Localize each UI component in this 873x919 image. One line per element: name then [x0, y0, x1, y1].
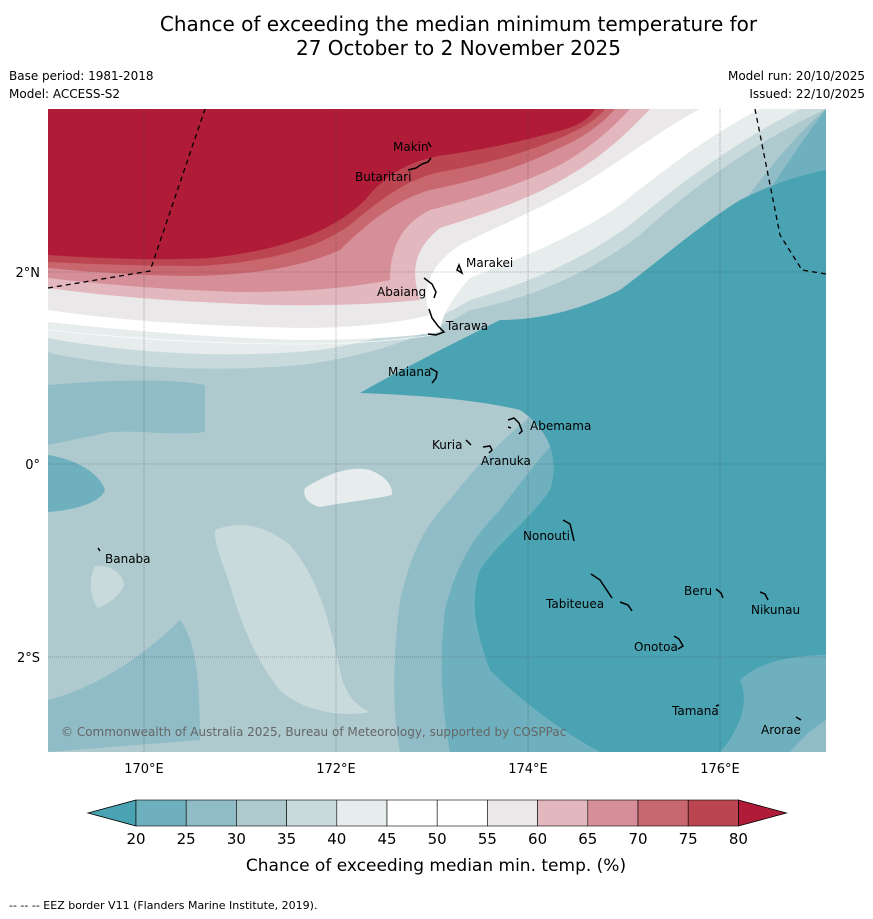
colorbar-tick-label: 45 — [377, 830, 396, 848]
place-label: Banaba — [105, 552, 151, 566]
place-label: Tabiteuea — [545, 597, 604, 611]
lat-label: 0° — [25, 458, 40, 473]
colorbar-segment — [386, 799, 438, 827]
island-butaritari — [407, 157, 432, 171]
island-maiana — [429, 367, 438, 384]
place-label: Tarawa — [445, 319, 488, 333]
colorbar-tick-label: 40 — [327, 830, 346, 848]
place-label: Makin — [393, 140, 429, 154]
footer-note: -- -- -- EEZ border V11 (Flanders Marine… — [9, 899, 318, 912]
model-name: Model: ACCESS-S2 — [9, 87, 121, 101]
place-label: Maiana — [388, 365, 431, 379]
island-aranuka — [482, 445, 493, 454]
island-nonouti — [562, 519, 575, 542]
model-run: Model run: 20/10/2025 — [727, 69, 865, 83]
band-below-20-east — [360, 170, 826, 752]
colorbar-tick-label: 75 — [679, 830, 698, 848]
probability-bands — [48, 109, 826, 752]
colorbar-tick-label: 20 — [126, 830, 145, 848]
island-tarawa — [427, 308, 446, 336]
island-beru — [715, 588, 724, 599]
place-label: Marakei — [466, 256, 513, 270]
colorbar-tick-label: 35 — [277, 830, 296, 848]
place-label: Abemama — [530, 419, 591, 433]
band-20-25-south-inset — [720, 655, 826, 752]
colorbar-tick-label: 30 — [227, 830, 246, 848]
place-label: Abaiang — [377, 285, 426, 299]
chart-title-line2: 27 October to 2 November 2025 — [295, 36, 622, 60]
colorbar-tick-label: 25 — [177, 830, 196, 848]
band-25-30-west — [48, 380, 205, 445]
island-makin — [427, 141, 432, 148]
band-40-45-patch — [304, 468, 393, 507]
colorbar-segment — [185, 799, 237, 827]
colorbar-tick-label: 70 — [628, 830, 647, 848]
colorbar-segment — [537, 799, 589, 827]
place-labels: Makin Butaritari Marakei Abaiang Tarawa … — [105, 140, 801, 737]
axis-labels: 170°E 172°E 174°E 176°E 2°N 0° 2°S — [16, 266, 740, 777]
place-label: Arorae — [761, 723, 801, 737]
meta-left: Base period: 1981-2018 Model: ACCESS-S2 — [9, 67, 154, 103]
place-label: Tamana — [671, 704, 719, 718]
band-above-80-north — [48, 109, 595, 260]
place-label: Butaritari — [355, 170, 412, 184]
island-onotoa — [673, 635, 685, 650]
issued-date: Issued: 22/10/2025 — [749, 87, 865, 101]
lon-label: 172°E — [316, 762, 356, 777]
colorbar-segment — [236, 799, 287, 827]
place-label: Onotoa — [634, 640, 678, 654]
place-label: Kuria — [432, 438, 463, 452]
lon-label: 176°E — [700, 762, 740, 777]
colorbar-tick-label: 65 — [578, 830, 597, 848]
colorbar-tick-label: 55 — [478, 830, 497, 848]
island-tabiteuea — [590, 573, 633, 612]
band-25-30-southeast — [790, 720, 826, 752]
colorbar-extend-low — [86, 799, 137, 827]
lon-label: 174°E — [508, 762, 548, 777]
colorbar-segment — [637, 799, 689, 827]
eez-border — [48, 109, 826, 289]
islands — [97, 141, 802, 721]
place-label: Beru — [684, 584, 712, 598]
colorbar-segment — [687, 799, 739, 827]
colorbar-tick-label: 60 — [528, 830, 547, 848]
colorbar-tick-label: 80 — [729, 830, 748, 848]
colorbar-tick-label: 50 — [428, 830, 447, 848]
lat-label: 2°N — [16, 266, 41, 281]
place-label: Aranuka — [481, 454, 531, 468]
graticule — [48, 109, 826, 752]
island-nikunau — [759, 591, 769, 601]
band-25-30-southwest — [48, 620, 200, 752]
lat-label: 2°S — [17, 651, 40, 666]
island-marakei — [456, 262, 464, 275]
colorbar-segment — [336, 799, 388, 827]
chart-title-line1: Chance of exceeding the median minimum t… — [159, 12, 758, 36]
colorbar-title: Chance of exceeding median min. temp. (%… — [246, 856, 626, 876]
band-35-40-lightpatch — [214, 525, 370, 714]
island-tamana — [715, 704, 720, 707]
colorbar: 20 25 30 35 40 45 50 55 60 65 70 75 80 — [86, 799, 788, 848]
colorbar-segment — [286, 799, 338, 827]
island-banaba — [97, 547, 101, 552]
colorbar-segment — [436, 799, 488, 827]
colorbar-segment — [587, 799, 639, 827]
island-abemama — [507, 417, 523, 435]
band-35-40-banaba — [90, 565, 124, 608]
meta-right: Model run: 20/10/2025 Issued: 22/10/2025 — [728, 67, 865, 103]
colorbar-segment — [487, 799, 538, 827]
island-arorae — [795, 716, 802, 721]
place-label: Nonouti — [523, 529, 570, 543]
lon-label: 170°E — [124, 762, 164, 777]
island-kuria — [465, 439, 472, 446]
copyright-notice: © Commonwealth of Australia 2025, Bureau… — [61, 725, 566, 739]
island-abaiang — [423, 277, 437, 299]
base-period: Base period: 1981-2018 — [9, 69, 154, 83]
place-label: Nikunau — [751, 603, 800, 617]
chart-title: Chance of exceeding the median minimum t… — [0, 12, 873, 60]
colorbar-segment — [135, 799, 187, 827]
colorbar-extend-high — [738, 799, 788, 827]
band-20-25-west-edge — [48, 455, 105, 512]
